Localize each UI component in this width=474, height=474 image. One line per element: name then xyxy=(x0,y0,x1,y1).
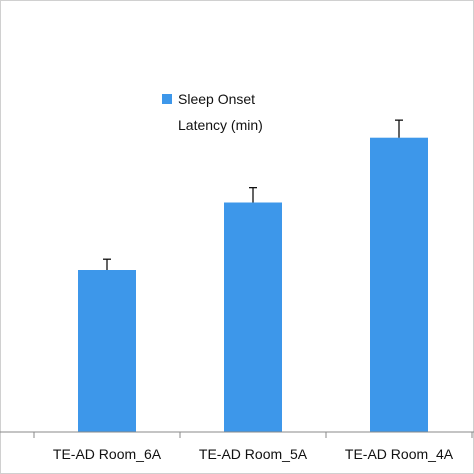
legend: Sleep Onset Latency (min) xyxy=(162,91,263,133)
bar xyxy=(78,270,136,432)
x-axis-ticks xyxy=(33,432,473,438)
error-bar xyxy=(249,186,257,203)
legend-label-line-1: Sleep Onset xyxy=(178,91,255,107)
bar xyxy=(224,202,282,432)
legend-label-line-2: Latency (min) xyxy=(178,117,263,133)
legend-swatch xyxy=(162,94,172,104)
error-bar xyxy=(103,258,111,270)
x-tick-label: TE-AD Room_6A xyxy=(53,446,162,462)
bar xyxy=(370,137,428,432)
error-bar xyxy=(395,119,403,138)
x-tick-label: TE-AD Room_5A xyxy=(199,446,308,462)
x-tick-label: TE-AD Room_4A xyxy=(345,446,454,462)
bars-layer xyxy=(78,119,428,432)
